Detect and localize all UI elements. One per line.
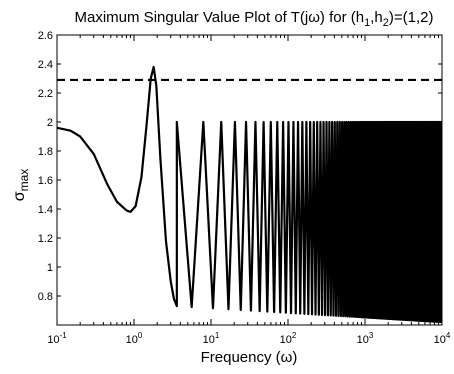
x-tick-exponent: 4 — [446, 331, 451, 340]
y-tick-label: 1.8 — [38, 146, 53, 158]
x-tick-base: 10 — [434, 334, 446, 346]
y-tick-label: 2.2 — [38, 88, 53, 100]
y-tick-label: 2 — [47, 117, 53, 129]
y-tick-label: 1.2 — [38, 233, 53, 245]
x-axis-label: Frequency (ω) — [201, 349, 298, 366]
y-tick-label: 2.6 — [38, 30, 53, 42]
y-axis-ticks: 0.8 1 1.2 1.4 1.6 1.8 2 2.2 2.4 2.6 — [38, 30, 442, 303]
x-tick-base: 10 — [280, 334, 292, 346]
svg-text:Maximum Singular Value Plot of: Maximum Singular Value Plot of T(jω) for… — [75, 9, 434, 29]
sigma-max-line — [57, 65, 442, 324]
chart-title-main: Maximum Singular Value Plot of T(jω) for… — [75, 9, 365, 26]
chart-title-sub2: 2 — [383, 17, 389, 29]
x-tick-label: 10-1 — [47, 331, 67, 346]
svg-text:σmax: σmax — [11, 169, 31, 202]
x-tick-label: 103 — [357, 331, 374, 346]
chart-title: Maximum Singular Value Plot of T(jω) for… — [75, 9, 434, 29]
x-tick-label: 102 — [280, 331, 297, 346]
x-tick-exponent: 3 — [369, 331, 374, 340]
y-axis-label-sub: max — [17, 169, 31, 192]
y-axis-label: σmax — [11, 169, 31, 202]
y-tick-label: 1 — [47, 262, 53, 274]
x-tick-exponent: 2 — [292, 331, 297, 340]
series-group — [57, 65, 442, 324]
x-tick-base: 10 — [126, 334, 138, 346]
x-tick-label: 104 — [434, 331, 451, 346]
x-tick-exponent: 1 — [215, 331, 220, 340]
x-tick-label: 101 — [203, 331, 220, 346]
x-tick-label: 100 — [126, 331, 143, 346]
x-tick-base: 10 — [203, 334, 215, 346]
chart-title-sub1: 1 — [364, 17, 370, 29]
chart-title-tail: )=(1,2) — [389, 9, 434, 26]
y-tick-label: 1.6 — [38, 175, 53, 187]
y-tick-label: 2.4 — [38, 59, 53, 71]
y-axis-label-main: σ — [11, 191, 28, 201]
x-axis-ticks: 10-1 100 101 102 103 104 — [47, 35, 451, 346]
x-tick-exponent: 0 — [138, 331, 143, 340]
x-tick-base: 10 — [47, 334, 59, 346]
y-tick-label: 0.8 — [38, 291, 53, 303]
chart-title-mid: ,h — [370, 9, 383, 26]
x-tick-base: 10 — [357, 334, 369, 346]
x-tick-exponent: -1 — [60, 331, 68, 340]
y-tick-label: 1.4 — [38, 204, 53, 216]
